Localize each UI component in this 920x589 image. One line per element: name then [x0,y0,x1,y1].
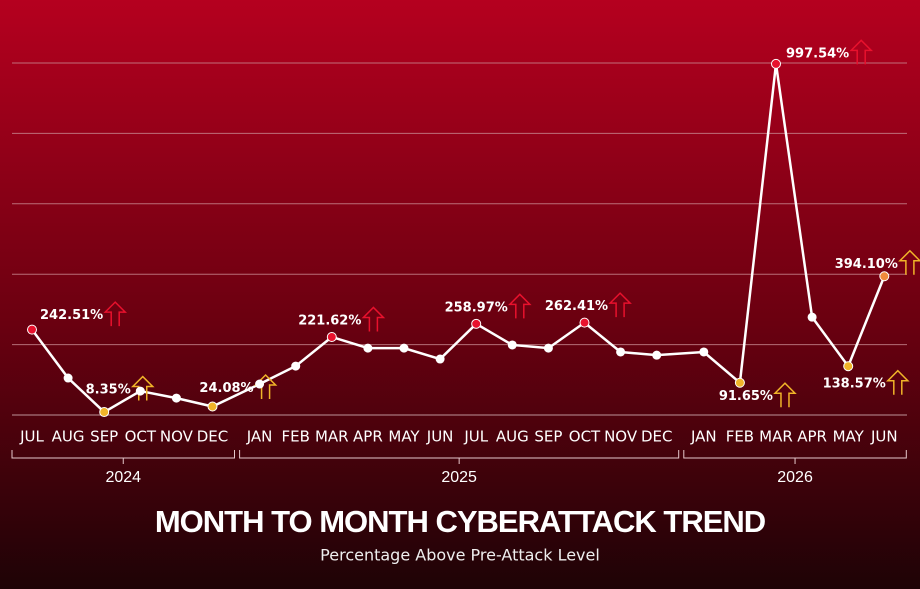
data-point [135,386,145,396]
year-bracket [11,450,235,464]
year-label: 2025 [441,469,477,486]
x-tick-label: APR [353,428,383,446]
x-tick-label: OCT [125,428,157,446]
x-tick-label: JAN [690,428,717,446]
data-point [435,354,445,364]
data-point [171,393,181,403]
trend-arrow [608,292,632,318]
data-point [734,377,745,388]
value-label: 242.51% [40,308,103,323]
data-point [771,58,781,69]
x-tick-label: JUL [19,428,44,446]
data-point [63,373,73,383]
value-label: 221.62% [298,313,361,328]
trend-arrow [507,293,532,319]
x-tick-label: JUN [426,428,454,446]
value-label: 91.65% [719,389,773,404]
value-label: 262.41% [545,299,608,314]
x-tick-label: MAR [315,428,349,446]
data-point [507,340,517,350]
x-tick-label: NOV [604,428,638,446]
value-label: 138.57% [823,377,886,392]
trend-arrow [103,301,128,327]
x-tick-label: FEB [281,428,309,446]
x-tick-label: DEC [197,428,229,446]
year-bracket [239,450,680,464]
data-point [879,271,890,282]
year-bracket [683,450,907,464]
x-tick-label: JUL [463,428,488,446]
year-label: 2024 [105,469,141,486]
trend-arrow [130,375,155,401]
x-tick-label: AUG [496,428,529,446]
data-point [471,318,482,329]
x-tick-label: MAR [759,428,793,446]
data-point [579,317,590,328]
x-tick-label: JUN [870,428,898,446]
x-tick-label: MAY [388,428,420,446]
chart-title: MONTH TO MONTH CYBERATTACK TREND [155,504,766,539]
x-tick-label: NOV [160,428,194,446]
trend-arrow [885,369,910,395]
data-point [616,347,626,357]
x-tick-label: APR [797,428,827,446]
trend-line [30,63,886,414]
data-point [326,331,337,342]
year-label: 2026 [777,469,813,486]
trend-arrow [361,306,386,332]
data-point [291,361,301,371]
x-tick-label: FEB [726,428,754,446]
data-point [27,324,37,335]
data-point [207,401,218,412]
data-point [699,347,709,357]
value-label: 997.54% [786,46,849,61]
value-label: 258.97% [445,300,508,315]
x-tick-label: SEP [90,428,118,446]
x-tick-label: OCT [569,428,601,446]
x-tick-label: SEP [534,428,562,446]
value-label: 8.35% [86,383,131,398]
trend-arrow [773,382,797,408]
trend-arrow [898,249,920,275]
data-point [843,361,854,372]
data-point [399,343,409,353]
value-label: 394.10% [835,257,898,272]
x-tick-label: JAN [246,428,273,446]
data-point [807,312,817,322]
chart-subtitle: Percentage Above Pre-Attack Level [320,546,600,565]
value-label: 24.08% [199,381,253,396]
x-tick-label: AUG [52,428,85,446]
data-point [255,379,265,389]
data-point [652,350,662,360]
data-point [363,343,373,353]
data-point [543,343,553,353]
x-tick-label: DEC [641,428,673,446]
data-point [99,407,110,418]
x-tick-label: MAY [833,428,865,446]
trend-arrow [849,39,874,65]
